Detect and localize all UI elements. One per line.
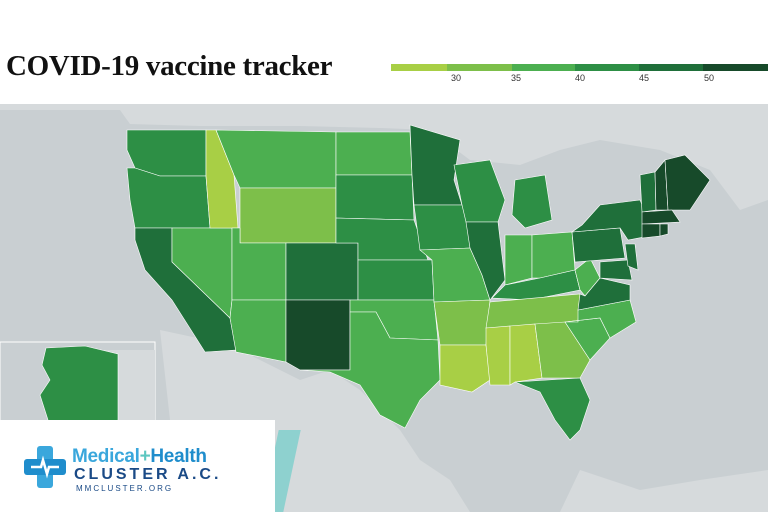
header: COVID-19 vaccine tracker 30 35 40 45 50	[0, 0, 768, 104]
state-new-jersey	[624, 243, 639, 271]
legend-tick-35: 35	[510, 73, 522, 83]
state-michigan	[511, 174, 553, 229]
legend-tick-50: 50	[703, 73, 715, 83]
state-indiana	[504, 234, 533, 286]
canada-land	[0, 104, 768, 210]
state-mississippi	[485, 325, 511, 386]
state-texas	[299, 311, 441, 429]
state-georgia	[534, 321, 591, 379]
logo-word-medical: Medical	[72, 446, 140, 467]
state-arizona	[229, 299, 287, 363]
legend-swatch-5	[639, 64, 703, 71]
medical-cross-logo-icon	[22, 444, 68, 490]
state-maryland	[599, 259, 633, 281]
legend: 30 35 40 45 50	[391, 64, 768, 90]
state-rhode-island	[659, 223, 669, 237]
state-ohio	[531, 231, 576, 279]
state-kansas	[357, 259, 435, 301]
state-virginia	[577, 277, 631, 311]
legend-tick-45: 45	[638, 73, 650, 83]
logo-url: MMCLUSTER.ORG	[76, 484, 174, 493]
state-new-york	[570, 199, 656, 241]
state-south-dakota	[335, 174, 415, 221]
page-title: COVID-19 vaccine tracker	[6, 50, 333, 82]
legend-swatch-4	[575, 64, 639, 71]
state-florida	[514, 377, 591, 441]
state-vermont	[639, 171, 657, 213]
state-louisiana	[439, 344, 491, 393]
state-north-dakota	[335, 131, 413, 176]
legend-swatch-6	[703, 64, 768, 71]
state-alabama	[509, 323, 543, 386]
legend-tick-40: 40	[574, 73, 586, 83]
legend-swatch-1	[391, 64, 447, 71]
state-new-mexico	[285, 299, 351, 371]
state-iowa	[413, 204, 471, 251]
logo-name: Medical+Health	[72, 446, 207, 468]
legend-tick-30: 30	[450, 73, 462, 83]
logo-word-health: Health	[150, 446, 207, 467]
state-massachusetts	[641, 209, 681, 225]
caribbean-land	[560, 470, 768, 512]
state-oregon	[126, 167, 211, 229]
state-north-carolina	[564, 299, 637, 339]
state-wyoming	[239, 187, 337, 244]
state-maine	[664, 154, 711, 211]
legend-swatch-3	[512, 64, 575, 71]
logo-plus: +	[139, 446, 151, 467]
state-pennsylvania	[571, 227, 626, 263]
legend-color-scale	[391, 64, 768, 71]
state-connecticut	[641, 223, 661, 239]
legend-swatch-2	[447, 64, 512, 71]
state-colorado	[285, 242, 359, 301]
logo-subtitle: CLUSTER A.C.	[74, 466, 222, 483]
state-arkansas	[433, 299, 491, 346]
